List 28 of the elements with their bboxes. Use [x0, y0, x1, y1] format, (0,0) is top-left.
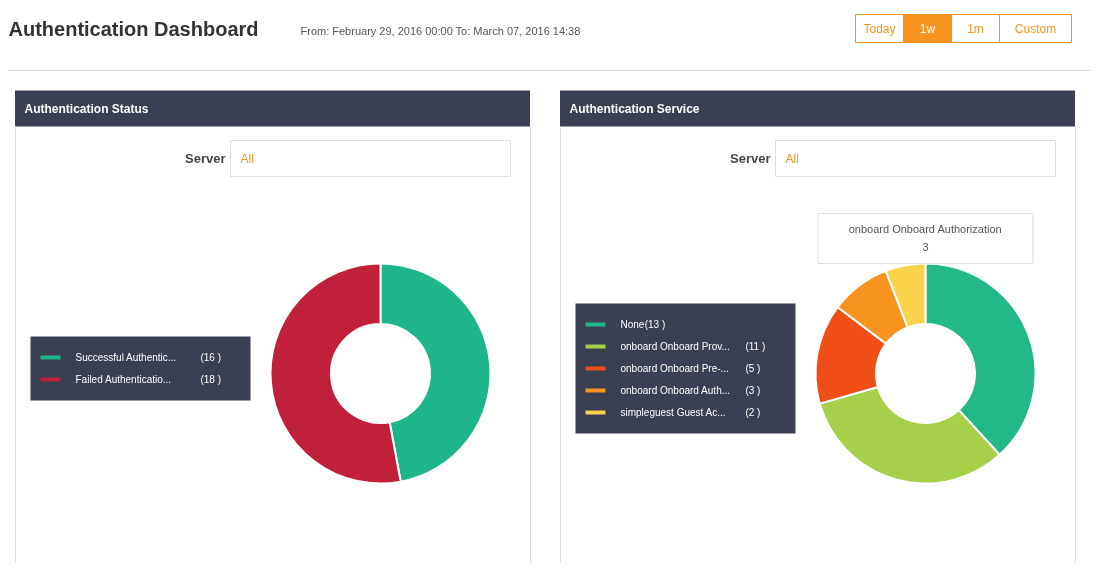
text: 1w [919, 21, 936, 36]
text: Today [863, 21, 896, 36]
legend-label: Successful Authentic... [75, 352, 177, 363]
legend-label: simpleguest Guest Ac... [620, 407, 726, 418]
text: All [240, 151, 254, 166]
text: Authentication Dashboard [8, 17, 259, 40]
legend-label: None [620, 319, 645, 330]
text: 1m [967, 21, 984, 36]
data-label: (13 ) [644, 319, 666, 330]
data-label: (18 ) [200, 374, 221, 385]
text: Server [730, 151, 771, 166]
text: 3 [922, 240, 929, 253]
text: All [785, 151, 799, 166]
legend-label: onboard Onboard Auth... [620, 385, 731, 396]
text: onboard Onboard Authorization [848, 222, 1002, 235]
legend-label: onboard Onboard Pre-... [620, 363, 729, 374]
data-label: (16 ) [200, 352, 221, 363]
chart-title: Authentication Status [24, 101, 149, 116]
text: Custom [1014, 21, 1057, 36]
data-label: (2 ) [745, 407, 761, 418]
data-label: (11 ) [745, 341, 766, 352]
data-label: (5 ) [745, 363, 761, 374]
data-label: (3 ) [745, 385, 761, 396]
chart-title: Authentication Service [569, 101, 700, 116]
text: From: February 29, 2016 00:00 To: March 07, 2016 14:38 [300, 24, 581, 37]
legend-label: Failed Authenticatio... [75, 374, 172, 385]
legend-label: onboard Onboard Prov... [620, 341, 730, 352]
text: Server [185, 151, 226, 166]
